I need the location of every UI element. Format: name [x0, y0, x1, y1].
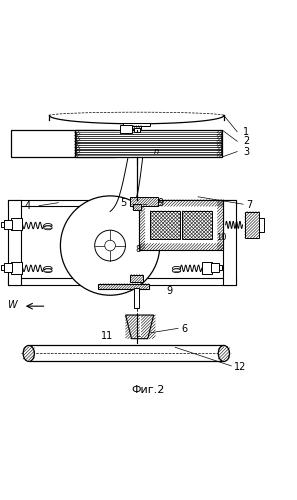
Ellipse shape	[44, 269, 52, 272]
Text: Фиг.2: Фиг.2	[132, 384, 165, 394]
Text: 12: 12	[234, 362, 247, 372]
Text: 5: 5	[120, 198, 126, 207]
Text: 11: 11	[101, 332, 113, 342]
Bar	[245, 212, 259, 238]
Bar	[29, 346, 224, 362]
Text: 2: 2	[243, 136, 249, 146]
Bar	[98, 284, 148, 289]
Bar	[134, 288, 139, 308]
Bar	[11, 130, 115, 157]
Text: 7: 7	[246, 200, 252, 210]
Bar	[123, 122, 150, 126]
Bar	[4, 264, 12, 272]
Ellipse shape	[218, 346, 230, 362]
Circle shape	[60, 196, 160, 295]
Bar	[75, 130, 222, 157]
Bar	[130, 274, 143, 282]
Text: 10: 10	[217, 233, 227, 242]
Bar	[132, 126, 141, 129]
Text: 6: 6	[181, 324, 187, 334]
Bar	[139, 200, 223, 250]
Text: W: W	[7, 300, 17, 310]
Bar	[223, 200, 236, 285]
Text: 9: 9	[166, 286, 172, 296]
Ellipse shape	[44, 226, 52, 230]
Bar	[211, 264, 219, 272]
Bar	[133, 204, 140, 210]
Bar	[1, 265, 4, 270]
Text: 3: 3	[243, 146, 249, 156]
Polygon shape	[126, 315, 154, 338]
Bar	[8, 200, 236, 206]
Bar	[130, 198, 158, 206]
Text: 8: 8	[135, 246, 141, 254]
Bar	[11, 218, 22, 230]
Bar	[259, 218, 264, 232]
Bar	[219, 265, 222, 270]
Text: 9: 9	[157, 198, 163, 207]
Bar	[8, 278, 236, 285]
Ellipse shape	[44, 224, 52, 228]
Bar	[1, 222, 4, 227]
Text: 4: 4	[24, 201, 30, 211]
Bar	[8, 200, 20, 285]
Bar	[120, 126, 132, 132]
Bar	[4, 220, 12, 228]
Text: n: n	[153, 146, 159, 156]
Bar	[150, 211, 180, 239]
Text: 1: 1	[243, 127, 249, 137]
Bar	[134, 128, 140, 132]
Bar	[182, 211, 212, 239]
Ellipse shape	[173, 266, 181, 270]
Ellipse shape	[23, 346, 34, 362]
Circle shape	[105, 240, 116, 251]
Ellipse shape	[44, 266, 52, 270]
Bar	[202, 262, 212, 274]
Bar	[11, 262, 22, 274]
Ellipse shape	[173, 269, 181, 272]
Circle shape	[95, 230, 125, 261]
